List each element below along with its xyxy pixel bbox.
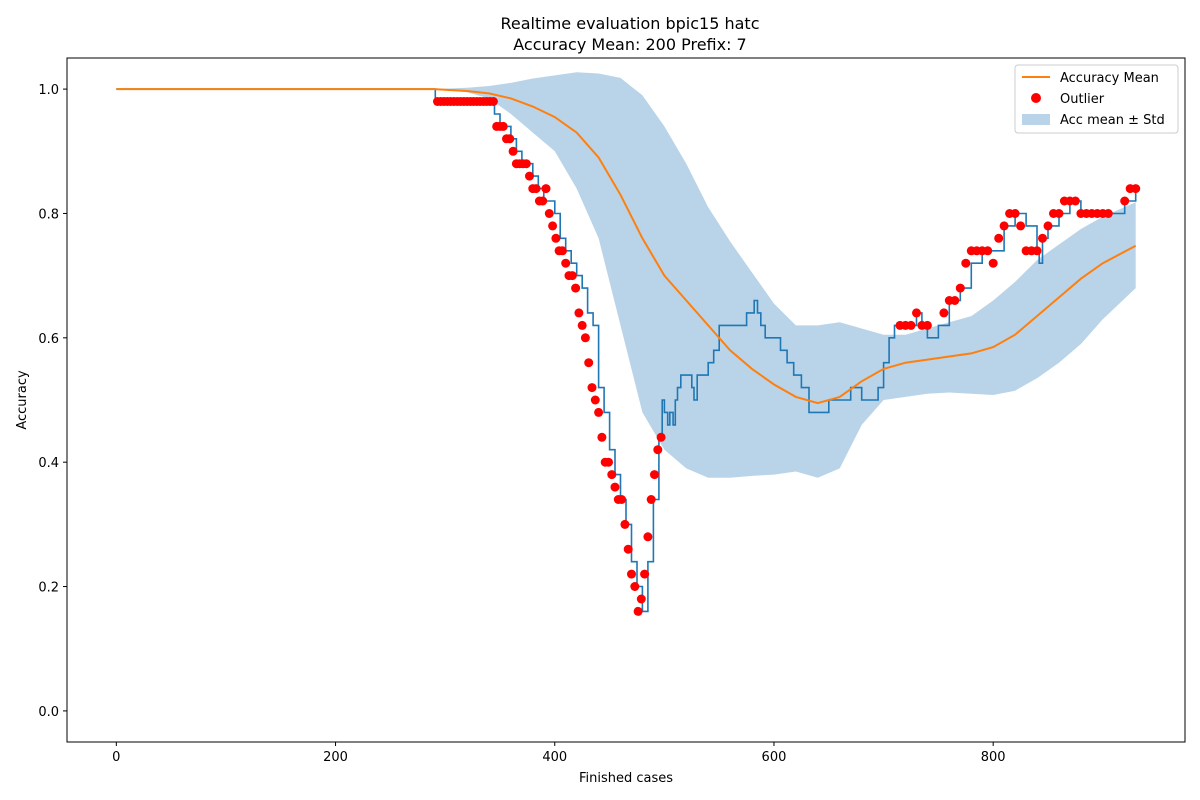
outlier-point <box>1120 196 1130 206</box>
outlier-point <box>1016 221 1026 231</box>
chart-title: Realtime evaluation bpic15 hatc <box>501 14 760 33</box>
outlier-point <box>950 296 960 305</box>
legend-label-outlier: Outlier <box>1060 92 1105 107</box>
outlier-point <box>488 97 498 106</box>
x-tick-label: 200 <box>323 750 348 765</box>
outlier-point <box>939 308 949 318</box>
outlier-point <box>590 395 600 405</box>
outlier-point <box>498 121 508 131</box>
outlier-point <box>505 134 515 144</box>
outlier-point <box>508 146 518 156</box>
y-axis-ticks: 0.0 0.2 0.4 0.6 0.8 1.0 <box>38 83 67 720</box>
outlier-point <box>604 457 613 467</box>
x-tick-label: 800 <box>981 750 1006 765</box>
x-axis-ticks: 0 200 400 600 800 <box>112 742 1006 765</box>
outlier-point <box>541 184 551 194</box>
legend: Accuracy Mean Outlier Acc mean ± Std <box>1014 64 1179 134</box>
legend-label-std-band: Acc mean ± Std <box>1060 113 1165 128</box>
outlier-point <box>594 407 604 417</box>
outlier-point <box>912 308 921 318</box>
legend-box <box>1014 64 1179 134</box>
outlier-point <box>994 233 1004 243</box>
legend-label-accuracy-mean: Accuracy Mean <box>1060 71 1159 86</box>
outlier-point <box>633 606 643 616</box>
outlier-point <box>1032 246 1042 256</box>
outlier-point <box>610 482 620 492</box>
outlier-point <box>1131 184 1141 194</box>
outlier-point <box>548 221 558 231</box>
outlier-point <box>531 184 541 194</box>
std-band-area <box>116 72 1136 478</box>
outlier-point <box>551 233 561 243</box>
outlier-point <box>587 383 597 393</box>
y-tick-label: 1.0 <box>38 83 59 98</box>
outlier-point <box>1103 209 1113 218</box>
outlier-point <box>557 246 567 256</box>
outlier-point <box>607 470 617 480</box>
outlier-point <box>623 544 633 554</box>
outlier-point <box>630 582 640 591</box>
x-tick-label: 400 <box>542 750 567 765</box>
outlier-point <box>643 532 653 542</box>
outlier-point <box>521 159 531 169</box>
outlier-point <box>650 470 659 480</box>
outlier-point <box>574 308 584 318</box>
outlier-point <box>567 271 577 281</box>
outlier-point <box>1038 233 1047 243</box>
x-tick-label: 0 <box>112 750 120 765</box>
outlier-point <box>577 320 587 330</box>
outlier-point <box>906 320 916 330</box>
outlier-point <box>640 569 650 579</box>
chart-subtitle: Accuracy Mean: 200 Prefix: 7 <box>513 35 746 54</box>
y-tick-label: 0.0 <box>38 705 59 720</box>
y-tick-label: 0.4 <box>38 456 59 471</box>
y-axis-label: Accuracy <box>15 370 30 430</box>
plot-area <box>116 72 1141 616</box>
accuracy-line <box>116 88 1137 613</box>
outlier-point <box>955 283 965 293</box>
outlier-point <box>656 432 666 442</box>
outlier-point <box>983 246 993 256</box>
axes-frame <box>66 57 1186 743</box>
outlier-point <box>544 209 554 218</box>
y-tick-label: 0.6 <box>38 332 59 347</box>
outlier-point <box>1054 209 1064 218</box>
x-tick-label: 600 <box>762 750 787 765</box>
outlier-point <box>580 333 590 343</box>
outlier-point <box>617 495 627 504</box>
outlier-point <box>988 258 998 268</box>
outlier-point <box>1043 221 1053 231</box>
outlier-point <box>561 258 571 268</box>
outlier-point <box>597 432 607 442</box>
outlier-point <box>999 221 1009 231</box>
outlier-point <box>538 196 548 206</box>
legend-swatch-outlier <box>1031 93 1041 103</box>
outlier-point <box>653 445 663 455</box>
outlier-point <box>620 519 630 529</box>
x-axis-label: Finished cases <box>579 771 673 786</box>
outlier-point <box>525 171 534 181</box>
outlier-point <box>1010 209 1020 218</box>
outlier-point <box>571 283 581 293</box>
outlier-point <box>636 594 646 604</box>
outlier-point <box>1070 196 1080 206</box>
y-tick-label: 0.2 <box>38 581 59 596</box>
outlier-point <box>922 320 932 330</box>
legend-swatch-std-band <box>1022 114 1050 125</box>
outlier-point <box>646 495 656 504</box>
accuracy-mean-line <box>116 88 1137 405</box>
outlier-point <box>627 569 636 579</box>
outlier-point <box>961 258 971 268</box>
outlier-point <box>584 358 594 368</box>
y-tick-label: 0.8 <box>38 207 59 222</box>
